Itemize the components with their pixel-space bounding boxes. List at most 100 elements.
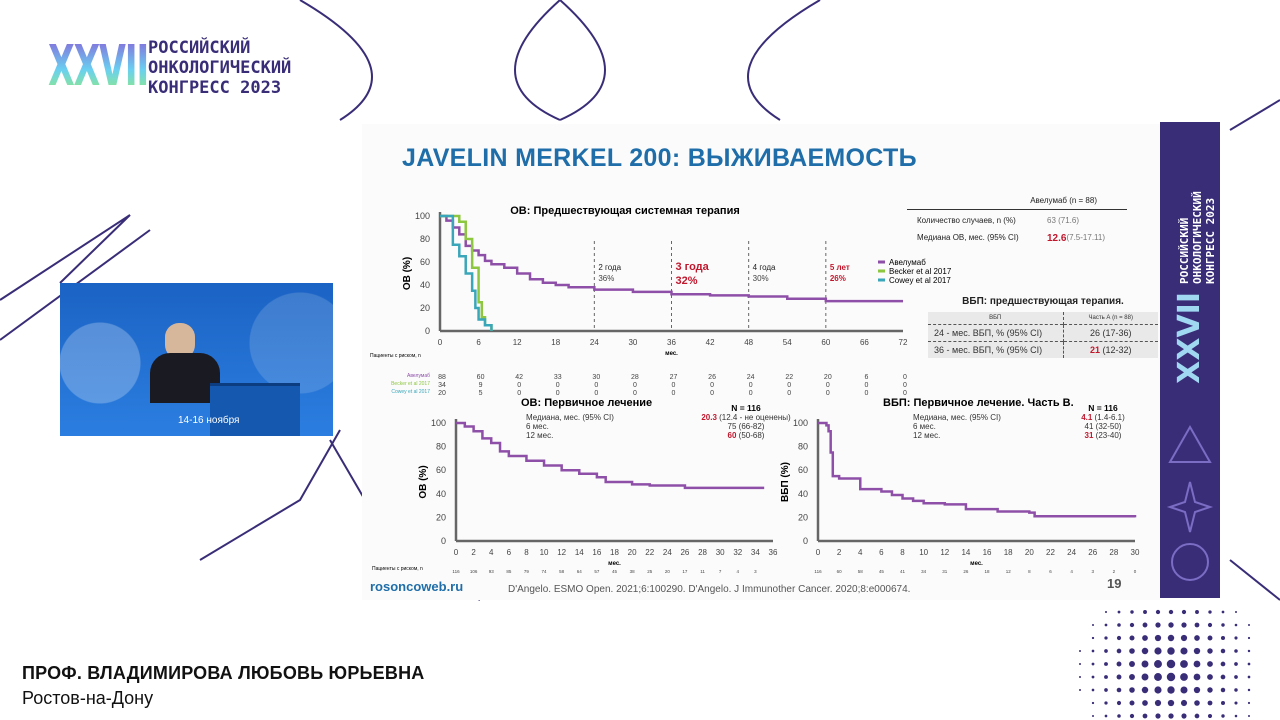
at-risk-count: 22 (785, 374, 793, 381)
dot (1247, 662, 1251, 666)
milestone-label: 4 года (753, 263, 776, 272)
os-row-ci: (7.5-17.11) (1066, 233, 1106, 242)
dot (1220, 687, 1226, 693)
milestone-label: 5 лет (830, 263, 850, 272)
dot (1167, 699, 1175, 707)
dot (1234, 675, 1238, 679)
at-risk-count: 85 (506, 569, 512, 574)
x-tick-label: 32 (733, 548, 742, 557)
x-tick-label: 8 (900, 548, 905, 557)
site-link[interactable]: rosoncoweb.ru (370, 579, 464, 594)
x-tick-label: 54 (783, 338, 792, 347)
dot (1207, 648, 1213, 654)
at-risk-count: 9 (479, 382, 483, 389)
x-tick-label: 66 (860, 338, 869, 347)
dot (1104, 675, 1108, 679)
dot (1234, 701, 1238, 705)
dot (1141, 660, 1149, 668)
at-risk-count: 0 (517, 390, 521, 397)
dot (1117, 610, 1121, 614)
at-risk-count: 93 (489, 569, 495, 574)
at-risk-count: 3 (754, 569, 757, 574)
dot (1142, 713, 1148, 719)
dot (1167, 686, 1175, 694)
dot (1193, 686, 1201, 694)
dot (1104, 610, 1108, 614)
at-risk-count: 11 (700, 569, 705, 574)
at-risk-series-label: Авелумаб (407, 373, 430, 379)
dot (1207, 661, 1213, 667)
x-tick-label: 48 (744, 338, 753, 347)
dot (1079, 676, 1081, 678)
y-axis-label: ОВ (%) (418, 465, 429, 498)
at-risk-count: 0 (517, 382, 521, 389)
dot (1104, 701, 1108, 705)
x-tick-label: 16 (592, 548, 601, 557)
dot (1207, 622, 1213, 628)
dot (1234, 688, 1238, 692)
dot (1248, 624, 1250, 626)
at-risk-count: 31 (942, 569, 948, 574)
milestone-label: 3 года (676, 261, 710, 273)
pfs-row-value: (12-32) (1100, 345, 1132, 355)
n-label: N = 116 (731, 403, 761, 413)
at-risk-count: 0 (826, 382, 830, 389)
legend-entry: Cowey et al 2017 (889, 276, 951, 285)
km-curve (818, 421, 1137, 518)
x-tick-label: 2 (837, 548, 842, 557)
banner-numeral: XXVII (1172, 292, 1207, 384)
stat-label: 12 мес. (913, 431, 940, 440)
milestone-value: 26% (830, 274, 846, 283)
at-risk-count: 0 (710, 382, 714, 389)
dot (1180, 660, 1188, 668)
x-tick-label: 34 (751, 548, 760, 557)
x-tick-label: 26 (1088, 548, 1097, 557)
dot (1193, 647, 1201, 655)
at-risk-count: 18 (985, 569, 991, 574)
os-table-header: Авелумаб (n = 88) (907, 196, 1127, 210)
dot (1247, 649, 1251, 653)
x-axis-label: мес. (970, 561, 983, 567)
dot (1129, 713, 1135, 719)
dot (1155, 713, 1161, 719)
pfs-summary-table: ВБП: предшествующая терапия. ВБП Часть А … (928, 296, 1158, 358)
os-median-value: 12.6 (1047, 233, 1067, 244)
at-risk-count: 7 (719, 569, 722, 574)
x-tick-label: 0 (816, 548, 821, 557)
dot (1129, 700, 1135, 706)
at-risk-count: 116 (452, 569, 460, 574)
at-risk-count: 17 (682, 569, 688, 574)
dot (1116, 687, 1122, 693)
at-risk-count: 0 (903, 382, 907, 389)
dot (1092, 715, 1094, 717)
at-risk-count: 116 (814, 569, 822, 574)
milestone-label: 2 года (598, 263, 621, 272)
dot (1116, 635, 1122, 641)
dot (1180, 686, 1188, 694)
y-tick-label: 60 (420, 257, 430, 267)
at-risk-count: 20 (665, 569, 671, 574)
stat-ci: (50-68) (736, 431, 764, 440)
dot (1207, 674, 1213, 680)
stat-highlight: 60 (728, 431, 737, 440)
dot (1247, 636, 1251, 640)
dot (1247, 701, 1251, 705)
dot (1129, 661, 1135, 667)
logo-line-3: КОНГРЕСС 2023 (148, 78, 282, 98)
dot (1180, 647, 1188, 655)
dot (1207, 635, 1213, 641)
at-risk-label: Пациенты с риском, n (370, 353, 421, 359)
dot (1116, 648, 1122, 654)
dot (1143, 610, 1147, 614)
stat-value: 31 (23-40) (1085, 431, 1122, 440)
dot (1091, 636, 1095, 640)
dot (1142, 700, 1148, 706)
dot (1104, 662, 1108, 666)
x-tick-label: 28 (698, 548, 707, 557)
x-tick-label: 6 (476, 338, 481, 347)
at-risk-count: 20 (824, 374, 832, 381)
at-risk-count: 41 (900, 569, 906, 574)
x-tick-label: 14 (961, 548, 970, 557)
x-tick-label: 10 (540, 548, 549, 557)
x-tick-label: 4 (489, 548, 494, 557)
